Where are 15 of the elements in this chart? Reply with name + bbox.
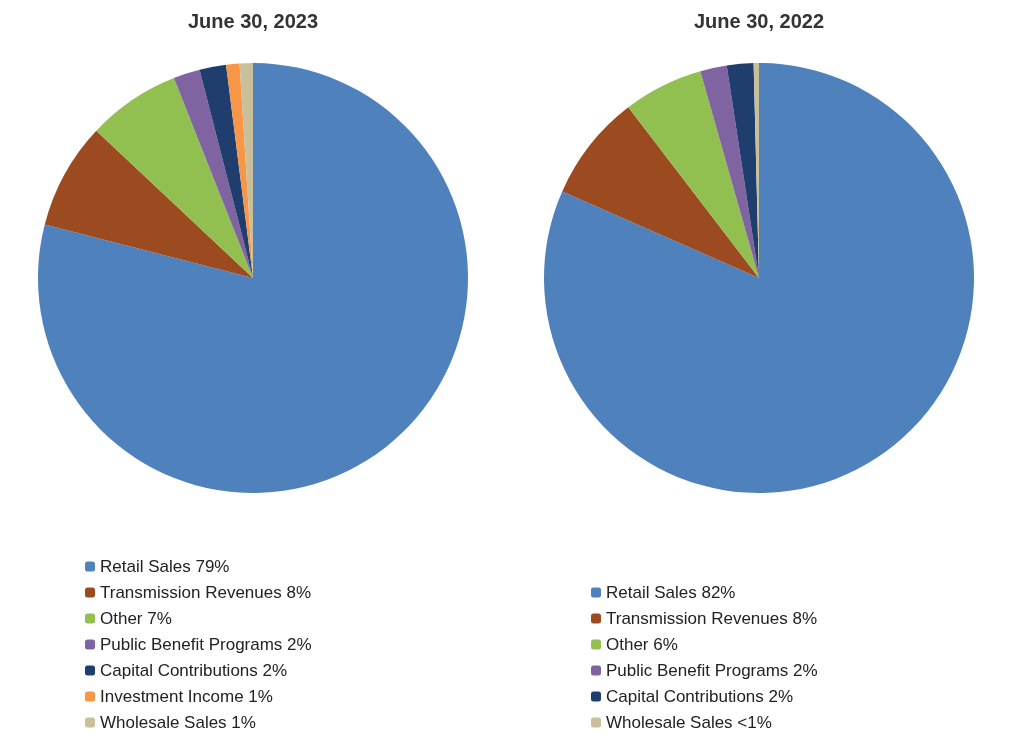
legend-label: Investment Income 1% <box>100 687 273 706</box>
legend-label: Public Benefit Programs 2% <box>100 635 312 654</box>
legend-label: Transmission Revenues 8% <box>606 609 818 628</box>
chart-title: June 30, 2022 <box>693 10 825 32</box>
legend-label: Wholesale Sales 1% <box>100 713 256 732</box>
legend-label: Capital Contributions 2% <box>100 661 288 680</box>
legend-label: Retail Sales 82% <box>606 583 736 602</box>
legend-label: Other 6% <box>606 635 678 654</box>
legend-label: Capital Contributions 2% <box>606 687 794 706</box>
chart-title: June 30, 2023 <box>187 10 319 32</box>
legend-label: Other 7% <box>100 609 172 628</box>
legend-label: Public Benefit Programs 2% <box>606 661 818 680</box>
legend-label: Transmission Revenues 8% <box>100 583 312 602</box>
legend-label: Retail Sales 79% <box>100 557 230 576</box>
legend-label: Wholesale Sales <1% <box>606 713 772 732</box>
